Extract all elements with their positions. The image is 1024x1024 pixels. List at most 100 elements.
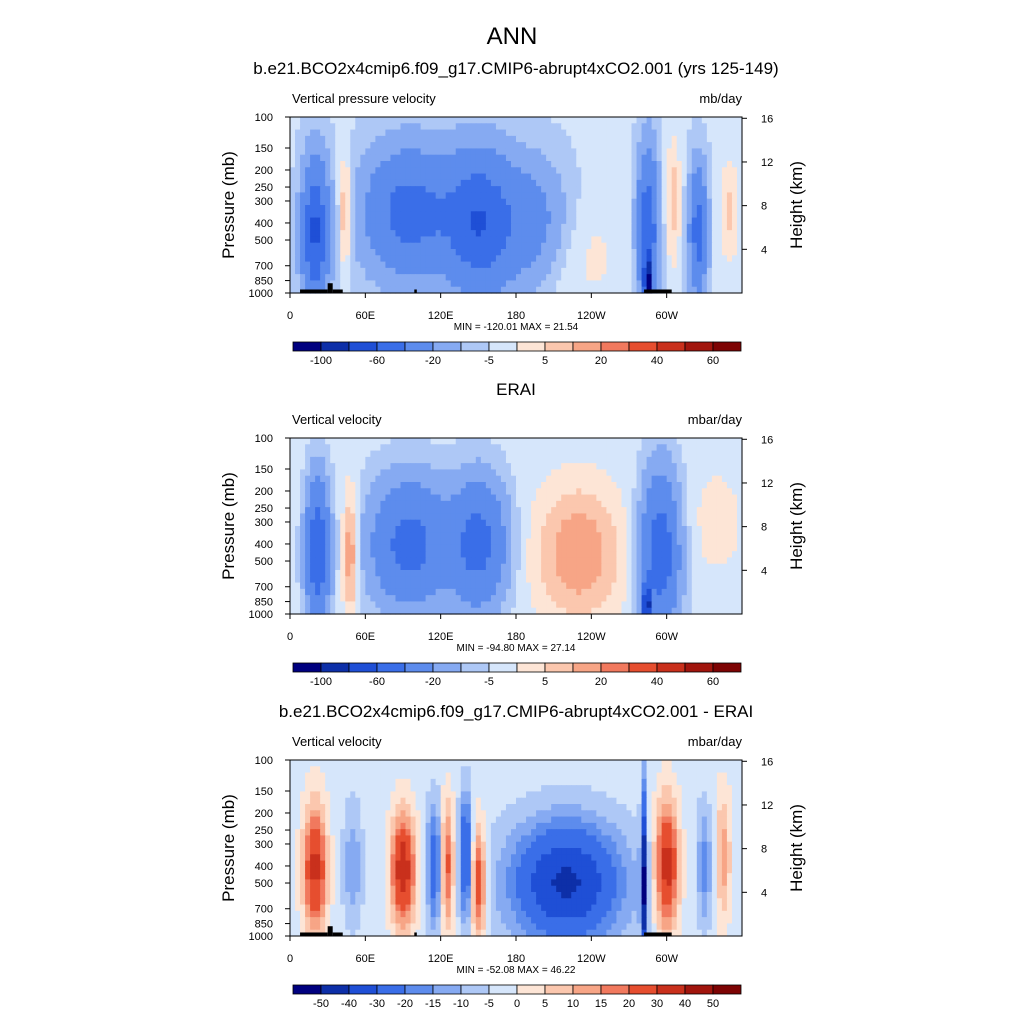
heatmap-cell xyxy=(711,217,718,225)
heatmap-cell xyxy=(375,173,381,181)
heatmap-cell xyxy=(531,123,537,131)
heatmap-cell xyxy=(435,255,442,263)
heatmap-cell xyxy=(586,230,592,238)
heatmap-cell xyxy=(305,205,311,212)
heatmap-cell xyxy=(460,142,467,150)
heatmap-cell xyxy=(380,557,387,565)
heatmap-cell xyxy=(736,463,743,471)
heatmap-cell xyxy=(340,469,346,477)
heatmap-cell xyxy=(526,563,532,571)
heatmap-cell xyxy=(601,475,607,483)
heatmap-cell xyxy=(671,186,678,194)
heatmap-cell xyxy=(455,198,462,206)
heatmap-cell xyxy=(731,198,738,206)
heatmap-cell xyxy=(420,469,427,477)
heatmap-cell xyxy=(521,179,527,187)
heatmap-cell xyxy=(445,179,452,187)
heatmap-cell xyxy=(310,267,316,275)
heatmap-cell xyxy=(510,488,517,496)
heatmap-cell xyxy=(325,236,331,244)
y-axis-label: Pressure (mb) xyxy=(219,151,238,259)
heatmap-cell xyxy=(305,526,311,533)
heatmap-cell xyxy=(596,582,602,590)
heatmap-cell xyxy=(561,142,567,150)
heatmap-cell xyxy=(721,179,728,187)
heatmap-cell xyxy=(676,519,683,527)
heatmap-cell xyxy=(415,557,422,565)
heatmap-cell xyxy=(490,117,497,124)
heatmap-cell xyxy=(370,167,376,175)
heatmap-cell xyxy=(581,544,587,552)
heatmap-cell xyxy=(315,217,321,225)
heatmap-cell xyxy=(666,494,673,502)
heatmap-cell xyxy=(290,538,296,546)
heatmap-cell xyxy=(706,563,713,571)
heatmap-cell xyxy=(345,557,351,565)
heatmap-cell xyxy=(701,532,708,540)
heatmap-cell xyxy=(445,544,452,552)
heatmap-cell xyxy=(375,161,381,168)
heatmap-cell xyxy=(656,142,663,150)
colorbar-label: -5 xyxy=(484,355,494,367)
heatmap-cell xyxy=(325,255,331,263)
heatmap-cell xyxy=(696,286,703,294)
heatmap-cell xyxy=(531,217,537,225)
heatmap-cell xyxy=(370,154,376,162)
heatmap-cell xyxy=(721,563,728,571)
heatmap-cell xyxy=(510,167,517,175)
heatmap-cell xyxy=(400,551,407,559)
heatmap-cell xyxy=(405,129,412,137)
heatmap-cell xyxy=(616,192,623,200)
heatmap-cell xyxy=(435,526,442,533)
heatmap-cell xyxy=(375,267,381,275)
y2-tick-label: 4 xyxy=(761,244,767,256)
heatmap-cell xyxy=(435,570,442,577)
heatmap-cell xyxy=(596,167,602,175)
heatmap-cell xyxy=(435,469,442,477)
heatmap-cell xyxy=(606,576,613,584)
heatmap-cell xyxy=(651,475,658,483)
heatmap-cell xyxy=(536,463,542,471)
heatmap-cell xyxy=(681,236,688,244)
heatmap-cell xyxy=(465,444,472,452)
heatmap-cell xyxy=(621,450,628,458)
heatmap-cell xyxy=(591,236,597,244)
heatmap-cell xyxy=(290,576,296,584)
heatmap-cell xyxy=(706,463,713,471)
heatmap-cell xyxy=(385,261,392,269)
heatmap-cell xyxy=(440,129,447,137)
heatmap-cell xyxy=(631,526,638,533)
heatmap-cell xyxy=(706,444,713,452)
heatmap-cell xyxy=(556,142,562,150)
heatmap-cell xyxy=(726,507,733,515)
heatmap-cell xyxy=(395,538,402,546)
heatmap-cell xyxy=(561,551,567,559)
heatmap-cell xyxy=(460,532,467,540)
heatmap-cell xyxy=(315,230,321,238)
heatmap-cell xyxy=(536,261,542,269)
heatmap-cell xyxy=(576,456,582,464)
heatmap-cell xyxy=(395,230,402,238)
heatmap-cell xyxy=(510,582,517,590)
heatmap-cell xyxy=(626,129,633,137)
heatmap-cell xyxy=(430,173,437,181)
heatmap-cell xyxy=(576,198,582,206)
heatmap-cell xyxy=(310,438,316,445)
heatmap-cell xyxy=(490,488,497,496)
heatmap-cell xyxy=(420,286,427,294)
heatmap-cell xyxy=(521,236,527,244)
heatmap-cell xyxy=(556,223,562,231)
heatmap-cell xyxy=(320,173,326,181)
heatmap-cell xyxy=(340,198,346,206)
heatmap-cell xyxy=(300,242,306,250)
heatmap-cell xyxy=(646,135,653,143)
heatmap-cell xyxy=(646,161,653,168)
heatmap-cell xyxy=(325,261,331,269)
heatmap-cell xyxy=(295,236,301,244)
heatmap-cell xyxy=(460,230,467,238)
heatmap-cell xyxy=(691,167,698,175)
heatmap-cell xyxy=(561,438,567,445)
heatmap-cell xyxy=(365,475,371,483)
heatmap-cell xyxy=(385,280,392,288)
heatmap-cell xyxy=(450,192,457,200)
